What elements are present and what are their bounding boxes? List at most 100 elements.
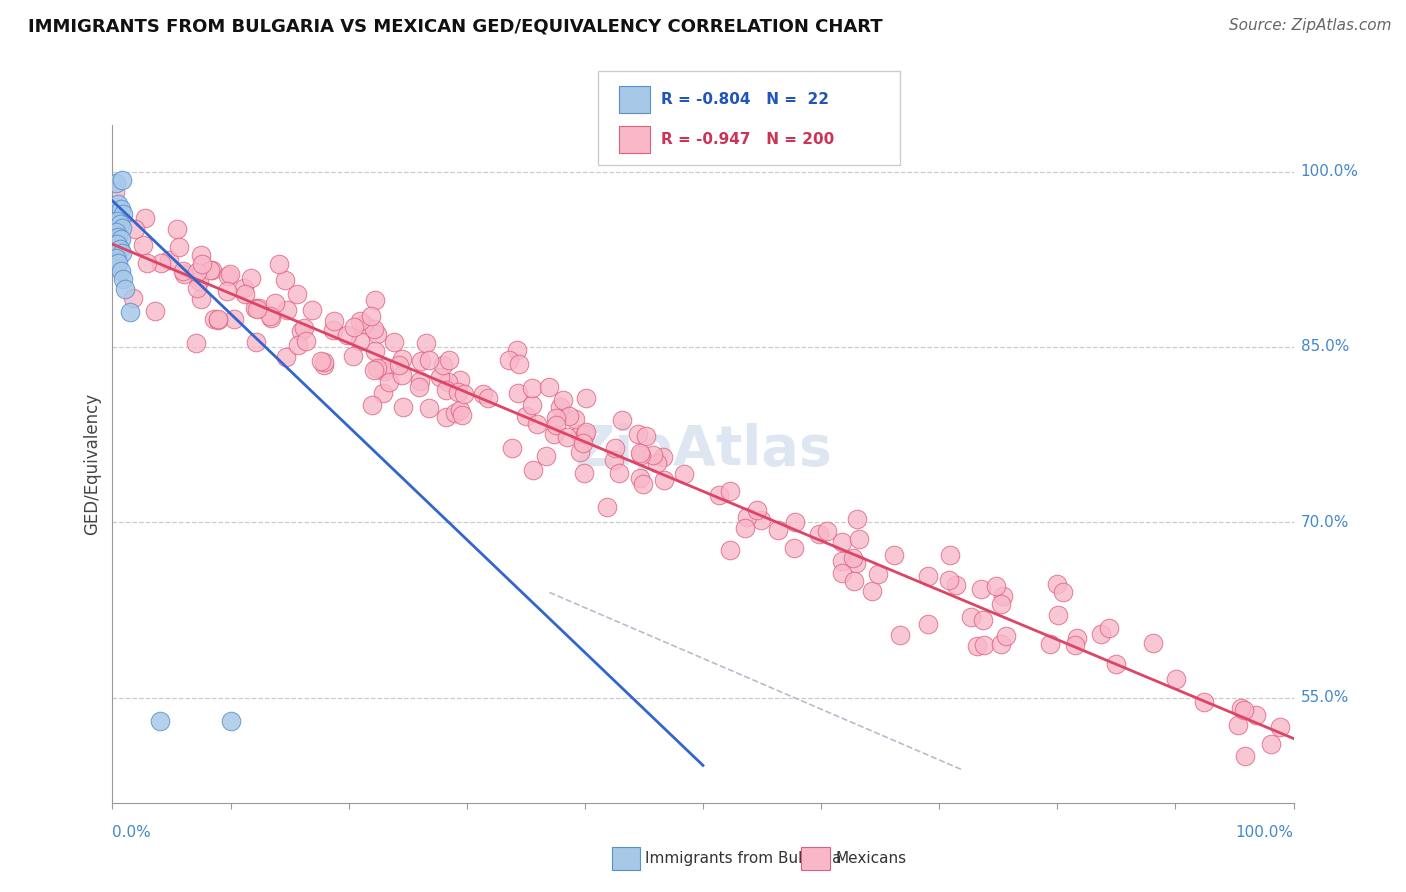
Point: [515, 409, 537, 424]
Point: [190, 257, 212, 271]
Point: [1260, 737, 1282, 751]
Point: [274, 273, 297, 287]
Point: [264, 295, 287, 310]
Point: [105, 213, 128, 227]
Point: [520, 398, 543, 412]
Point: [110, 232, 132, 246]
Point: [1233, 704, 1256, 718]
Point: [848, 532, 870, 546]
Point: [720, 543, 742, 558]
Point: [596, 500, 619, 514]
Point: [112, 207, 135, 221]
Point: [734, 521, 756, 535]
Point: [564, 411, 586, 425]
Text: 0.0%: 0.0%: [112, 825, 152, 840]
Point: [574, 427, 596, 442]
Point: [938, 573, 960, 587]
Point: [707, 488, 730, 502]
Point: [831, 554, 853, 568]
Point: [107, 256, 129, 270]
Point: [607, 466, 630, 480]
Point: [349, 314, 371, 328]
Point: [990, 637, 1012, 651]
Point: [970, 582, 993, 596]
Point: [364, 343, 387, 358]
Point: [311, 353, 333, 368]
Point: [104, 185, 127, 199]
Point: [966, 640, 988, 654]
Point: [391, 368, 413, 382]
Point: [391, 351, 413, 366]
Point: [1046, 576, 1069, 591]
Point: [526, 417, 548, 431]
Point: [605, 441, 627, 455]
Point: [652, 473, 675, 487]
Point: [444, 406, 467, 420]
Point: [783, 541, 806, 556]
Point: [831, 535, 853, 549]
Point: [972, 613, 994, 627]
Point: [477, 391, 499, 405]
Point: [224, 312, 246, 326]
Point: [323, 314, 346, 328]
Point: [735, 510, 758, 524]
Point: [418, 352, 440, 367]
Point: [285, 287, 308, 301]
Point: [449, 403, 471, 417]
Point: [572, 436, 595, 450]
Point: [108, 242, 131, 256]
Point: [522, 463, 544, 477]
Point: [551, 393, 574, 408]
Point: [889, 628, 911, 642]
Point: [136, 256, 159, 270]
Point: [636, 428, 658, 442]
Point: [544, 410, 567, 425]
Point: [766, 523, 789, 537]
Point: [245, 301, 267, 316]
Point: [1234, 749, 1257, 764]
Point: [434, 409, 457, 424]
Point: [233, 280, 256, 294]
Point: [105, 177, 128, 191]
Text: 100.0%: 100.0%: [1301, 164, 1358, 179]
Point: [349, 334, 371, 348]
Text: R = -0.947   N = 200: R = -0.947 N = 200: [661, 132, 834, 147]
Point: [366, 327, 388, 342]
Point: [603, 452, 626, 467]
Point: [198, 262, 221, 277]
Point: [1244, 708, 1267, 723]
Point: [149, 714, 172, 728]
Point: [508, 357, 530, 371]
Point: [120, 305, 142, 319]
Point: [1142, 636, 1164, 650]
Point: [201, 263, 224, 277]
Point: [382, 335, 405, 350]
Point: [652, 450, 675, 464]
Point: [429, 369, 451, 384]
Point: [167, 240, 190, 254]
Point: [105, 258, 128, 272]
Point: [568, 426, 591, 441]
Point: [166, 222, 188, 236]
Point: [917, 569, 939, 583]
Point: [219, 714, 242, 728]
Point: [260, 311, 283, 326]
Point: [246, 301, 269, 316]
Point: [217, 284, 239, 298]
Point: [437, 352, 460, 367]
Point: [391, 400, 413, 414]
Text: R = -0.804   N =  22: R = -0.804 N = 22: [661, 92, 828, 107]
Point: [207, 312, 229, 326]
Point: [544, 418, 567, 433]
Point: [846, 511, 869, 525]
Point: [409, 374, 432, 388]
Point: [114, 281, 136, 295]
Point: [785, 515, 807, 529]
Point: [107, 197, 129, 211]
Point: [917, 617, 939, 632]
Point: [842, 550, 865, 565]
Point: [134, 211, 156, 225]
Point: [108, 217, 131, 231]
Point: [269, 257, 291, 271]
Point: [520, 381, 543, 395]
